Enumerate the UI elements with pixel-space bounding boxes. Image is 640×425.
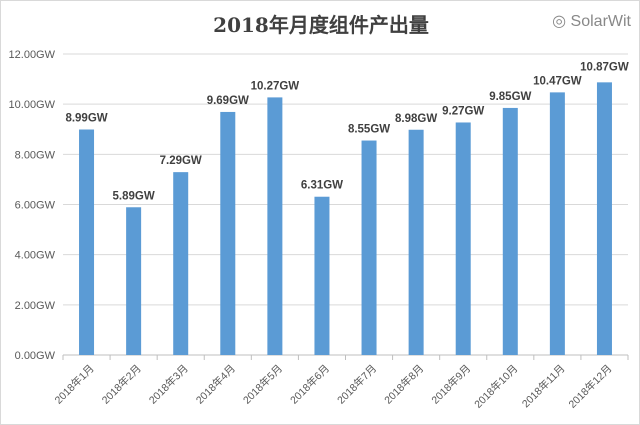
y-tick-label: 8.00GW	[15, 149, 56, 161]
data-label: 8.98GW	[395, 113, 437, 125]
y-tick-label: 0.00GW	[15, 350, 56, 362]
bar	[502, 107, 518, 355]
bar	[220, 111, 236, 355]
bar	[596, 82, 612, 355]
bar	[173, 172, 189, 355]
data-label: 9.85GW	[489, 91, 531, 103]
bar	[549, 92, 565, 355]
bar	[361, 140, 377, 355]
bar	[408, 129, 424, 355]
x-tick-label: 2018年5月	[240, 362, 285, 407]
data-label: 10.47GW	[533, 75, 582, 87]
x-tick-label: 2018年12月	[566, 362, 615, 411]
data-label: 5.89GW	[113, 190, 155, 202]
y-tick-label: 6.00GW	[15, 200, 56, 212]
x-tick-label: 2018年7月	[334, 362, 379, 407]
data-label: 6.31GW	[301, 180, 343, 192]
wechat-icon: ◎	[552, 13, 571, 30]
data-label: 10.87GW	[580, 61, 629, 73]
x-tick-label: 2018年11月	[519, 362, 567, 410]
bar	[314, 196, 330, 355]
x-tick-label: 2018年4月	[193, 362, 238, 407]
watermark: ◎ SolarWit	[552, 13, 631, 30]
bar	[79, 129, 95, 355]
y-tick-label: 10.00GW	[9, 99, 56, 111]
bar	[267, 97, 283, 355]
chart-title: 2018年月度组件产出量	[213, 13, 429, 37]
x-tick-label: 2018年8月	[382, 362, 427, 407]
x-tick-label: 2018年6月	[287, 362, 332, 407]
x-tick-label: 2018年9月	[429, 362, 474, 407]
bar	[126, 207, 142, 355]
x-tick-label: 2018年2月	[99, 362, 144, 407]
data-label: 7.29GW	[160, 155, 202, 167]
data-label: 9.27GW	[442, 105, 484, 117]
y-tick-label: 12.00GW	[9, 49, 56, 61]
y-tick-label: 2.00GW	[15, 300, 56, 312]
data-label: 10.27GW	[251, 80, 300, 92]
y-tick-label: 4.00GW	[15, 250, 56, 262]
data-label: 8.55GW	[348, 124, 390, 136]
bar	[455, 122, 471, 355]
x-tick-label: 2018年10月	[472, 362, 521, 411]
data-label: 9.69GW	[207, 95, 249, 107]
x-tick-label: 2018年3月	[146, 362, 191, 407]
x-tick-label: 2018年1月	[52, 362, 97, 407]
data-label: 8.99GW	[65, 113, 107, 125]
